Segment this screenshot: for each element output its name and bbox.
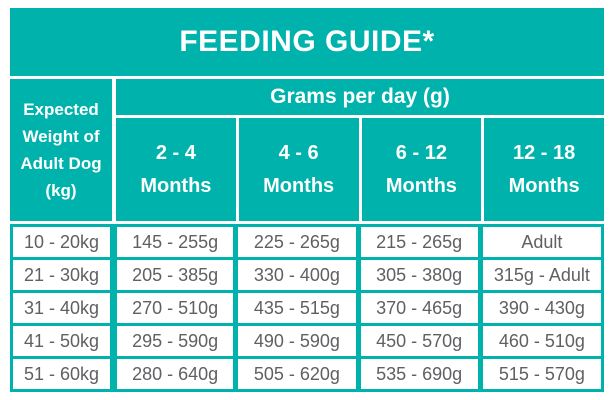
feeding-amount-cell: 490 - 590g bbox=[233, 323, 360, 359]
feeding-amount-cell: 305 - 380g bbox=[355, 257, 482, 293]
row-weight-cell: 51 - 60kg bbox=[10, 356, 115, 392]
row-weight-cell: 31 - 40kg bbox=[10, 290, 115, 326]
column-header-4-6-months: 4 - 6 Months bbox=[238, 118, 359, 221]
row-weight-cell: 21 - 30kg bbox=[10, 257, 115, 293]
column-header-label: 2 - 4 Months bbox=[140, 141, 212, 197]
column-header-2-4-months: 2 - 4 Months bbox=[116, 118, 236, 221]
month-column-headers: 2 - 4 Months 4 - 6 Months 6 - 12 Months … bbox=[116, 118, 604, 221]
weight-column-header-label: Expected Weight of Adult Dog (kg) bbox=[20, 100, 102, 200]
feeding-amount-cell: 390 - 430g bbox=[477, 290, 605, 326]
feeding-guide-table: FEEDING GUIDE* Expected Weight of Adult … bbox=[10, 8, 605, 392]
feeding-amount-cell: 270 - 510g bbox=[109, 290, 238, 326]
table-row: 51 - 60kg 280 - 640g 505 - 620g 535 - 69… bbox=[10, 356, 605, 392]
feeding-amount-cell: 535 - 690g bbox=[355, 356, 482, 392]
feeding-amount-cell: 280 - 640g bbox=[109, 356, 238, 392]
table-row: 31 - 40kg 270 - 510g 435 - 515g 370 - 46… bbox=[10, 290, 605, 326]
feeding-amount-cell: 145 - 255g bbox=[109, 224, 238, 260]
row-weight-cell: 10 - 20kg bbox=[10, 224, 115, 260]
feeding-amount-cell: 460 - 510g bbox=[477, 323, 605, 359]
column-header-label: 12 - 18 Months bbox=[508, 141, 580, 197]
feeding-amount-cell: 435 - 515g bbox=[233, 290, 360, 326]
feeding-guide-title-band: FEEDING GUIDE* bbox=[10, 8, 604, 76]
months-header-section: Grams per day (g) 2 - 4 Months 4 - 6 Mon… bbox=[116, 79, 604, 221]
row-weight-cell: 41 - 50kg bbox=[10, 323, 115, 359]
feeding-amount-cell: 225 - 265g bbox=[233, 224, 360, 260]
table-header-section: Expected Weight of Adult Dog (kg) Grams … bbox=[10, 79, 604, 221]
feeding-amount-cell: 330 - 400g bbox=[233, 257, 360, 293]
feeding-amount-cell: 295 - 590g bbox=[109, 323, 238, 359]
table-row: 41 - 50kg 295 - 590g 490 - 590g 450 - 57… bbox=[10, 323, 605, 359]
feeding-amount-cell: 450 - 570g bbox=[355, 323, 482, 359]
weight-column-header: Expected Weight of Adult Dog (kg) bbox=[10, 79, 112, 221]
column-header-label: 6 - 12 Months bbox=[385, 141, 457, 197]
feeding-amount-cell: Adult bbox=[477, 224, 605, 260]
grams-per-day-label: Grams per day (g) bbox=[270, 85, 450, 108]
grams-per-day-header: Grams per day (g) bbox=[116, 79, 604, 115]
column-header-label: 4 - 6 Months bbox=[263, 141, 335, 197]
feeding-guide-title: FEEDING GUIDE* bbox=[179, 25, 435, 58]
feeding-amount-cell: 215 - 265g bbox=[355, 224, 482, 260]
column-header-12-18-months: 12 - 18 Months bbox=[484, 118, 604, 221]
feeding-amount-cell: 315g - Adult bbox=[477, 257, 605, 293]
feeding-amount-cell: 205 - 385g bbox=[109, 257, 238, 293]
feeding-amounts-grid: 10 - 20kg 145 - 255g 225 - 265g 215 - 26… bbox=[10, 224, 605, 392]
table-row: 10 - 20kg 145 - 255g 225 - 265g 215 - 26… bbox=[10, 224, 605, 260]
feeding-amount-cell: 370 - 465g bbox=[355, 290, 482, 326]
column-header-6-12-months: 6 - 12 Months bbox=[361, 118, 482, 221]
feeding-amount-cell: 515 - 570g bbox=[477, 356, 605, 392]
table-row: 21 - 30kg 205 - 385g 330 - 400g 305 - 38… bbox=[10, 257, 605, 293]
feeding-amount-cell: 505 - 620g bbox=[233, 356, 360, 392]
